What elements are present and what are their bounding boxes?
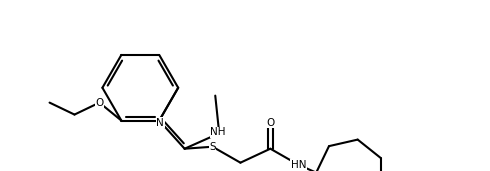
Text: HN: HN xyxy=(291,160,306,170)
Text: NH: NH xyxy=(211,127,226,137)
Text: N: N xyxy=(156,117,164,128)
Text: O: O xyxy=(95,98,103,108)
Text: O: O xyxy=(266,118,274,128)
Text: S: S xyxy=(209,142,216,152)
